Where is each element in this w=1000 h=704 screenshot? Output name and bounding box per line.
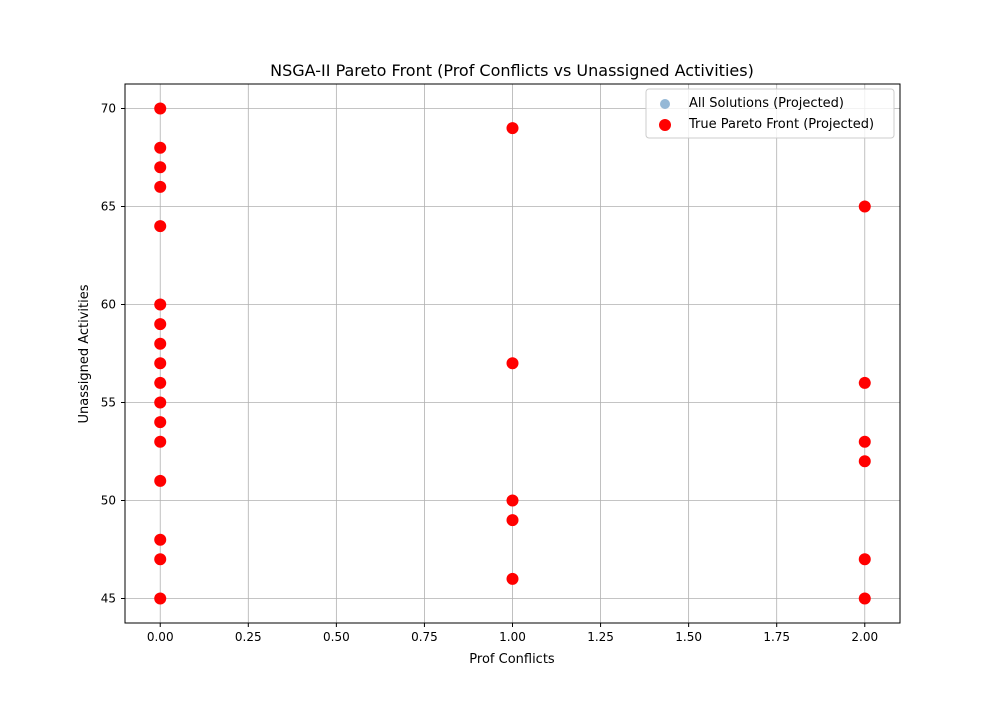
- x-axis-label: Prof Conflicts: [469, 652, 555, 667]
- data-point-pareto-front: [154, 220, 167, 233]
- data-point-pareto-front: [154, 396, 167, 409]
- y-tick-label: 55: [101, 396, 116, 410]
- data-point-pareto-front: [506, 122, 519, 135]
- y-tick-label: 50: [101, 494, 116, 508]
- data-point-pareto-front: [858, 455, 871, 468]
- x-tick-label: 1.25: [587, 630, 614, 644]
- legend-marker-pareto-front: [659, 119, 671, 131]
- data-point-pareto-front: [154, 161, 167, 174]
- data-point-pareto-front: [154, 553, 167, 566]
- x-tick-label: 0.00: [147, 630, 174, 644]
- data-point-pareto-front: [858, 435, 871, 448]
- legend-label-pareto-front: True Pareto Front (Projected): [688, 117, 874, 132]
- x-tick-label: 0.75: [411, 630, 438, 644]
- y-tick-label: 65: [101, 200, 116, 214]
- data-point-pareto-front: [154, 592, 167, 605]
- chart-title: NSGA-II Pareto Front (Prof Conflicts vs …: [270, 61, 754, 80]
- y-axis-label: Unassigned Activities: [77, 284, 92, 423]
- x-tick-label: 0.50: [323, 630, 350, 644]
- legend-box: [645, 88, 895, 139]
- x-tick-label: 1.50: [675, 630, 702, 644]
- x-tick-label: 1.75: [763, 630, 790, 644]
- x-tick-label: 2.00: [851, 630, 878, 644]
- data-point-pareto-front: [154, 141, 167, 154]
- legend: All Solutions (Projected) True Pareto Fr…: [645, 88, 895, 139]
- data-point-pareto-front: [858, 553, 871, 566]
- data-point-pareto-front: [506, 572, 519, 585]
- data-point-pareto-front: [154, 416, 167, 429]
- data-point-pareto-front: [154, 474, 167, 487]
- legend-marker-all-solutions: [660, 99, 670, 109]
- x-tick-label: 0.25: [235, 630, 262, 644]
- data-point-pareto-front: [154, 180, 167, 193]
- y-tick-label: 70: [101, 102, 116, 116]
- data-point-pareto-front: [858, 200, 871, 213]
- data-point-pareto-front: [154, 318, 167, 331]
- data-point-pareto-front: [506, 514, 519, 527]
- data-point-pareto-front: [154, 102, 167, 115]
- legend-label-all-solutions: All Solutions (Projected): [689, 96, 844, 111]
- data-point-pareto-front: [154, 533, 167, 546]
- x-tick-label: 1.00: [499, 630, 526, 644]
- data-point-pareto-front: [858, 592, 871, 605]
- x-axis-ticks: 0.00 0.25 0.50 0.75 1.00 1.25 1.50 1.75 2.00: [147, 623, 878, 644]
- data-point-pareto-front: [154, 298, 167, 311]
- y-tick-label: 60: [101, 298, 116, 312]
- y-tick-label: 45: [101, 592, 116, 606]
- data-point-pareto-front: [506, 494, 519, 507]
- data-point-pareto-front: [154, 376, 167, 389]
- data-point-pareto-front: [154, 357, 167, 370]
- data-point-pareto-front: [858, 376, 871, 389]
- data-point-pareto-front: [506, 357, 519, 370]
- data-point-pareto-front: [154, 337, 167, 350]
- y-axis-ticks: 45 50 55 60 65 70: [101, 102, 125, 606]
- series-pareto-front: [154, 102, 871, 605]
- data-point-pareto-front: [154, 435, 167, 448]
- grid: [125, 84, 900, 623]
